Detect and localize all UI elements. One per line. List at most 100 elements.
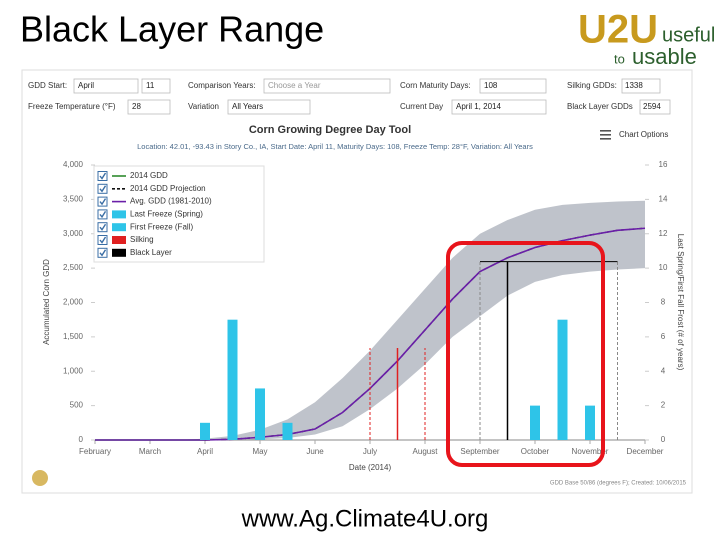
legend-checkbox[interactable]: [97, 247, 108, 258]
legend-swatch: [112, 248, 126, 257]
menu-icon: [600, 130, 611, 132]
x-axis-label: Date (2014): [349, 463, 392, 472]
input[interactable]: [621, 78, 661, 94]
y2-tick-label: 6: [661, 332, 666, 341]
credit: GDD Base 50/86 (degrees F); Created: 10/…: [550, 481, 687, 487]
legend-check: [99, 236, 107, 244]
input-value: 2594: [643, 102, 661, 111]
x-tick-label: March: [139, 447, 161, 456]
menu-icon: [600, 134, 611, 136]
y2-tick-label: 12: [659, 229, 668, 238]
bar: [200, 422, 210, 440]
y2-tick-label: 14: [659, 194, 668, 203]
input-value: 1338: [625, 81, 643, 90]
legend-label: Silking: [130, 235, 154, 244]
y2-axis-label: Last Spring/First Fall Frost (# of years…: [676, 234, 685, 371]
input[interactable]: [451, 99, 547, 115]
select-value: 108: [484, 81, 498, 90]
bar: [530, 405, 540, 440]
legend-check: [99, 172, 107, 180]
field-label: Corn Maturity Days:: [400, 81, 471, 90]
legend-checkbox[interactable]: [97, 222, 108, 233]
y-axis-label: Accumulated Corn GDD: [42, 259, 51, 345]
bar: [585, 405, 595, 440]
field-label: Freeze Temperature (°F): [28, 102, 116, 111]
y-tick-label: 0: [79, 435, 84, 444]
select-value: 11: [146, 81, 155, 90]
field-label: Current Day: [400, 102, 443, 111]
select-value: All Years: [232, 102, 263, 111]
x-tick-label: September: [460, 447, 499, 456]
logo-word: useful: [662, 24, 715, 46]
legend-check: [99, 223, 107, 231]
legend-swatch: [112, 223, 126, 232]
highlight-box: [446, 241, 605, 467]
logo-word: to: [614, 51, 625, 66]
chart-options-label: Chart Options: [619, 130, 668, 139]
legend-label: Last Freeze (Spring): [130, 210, 203, 219]
variation-band: [95, 200, 645, 440]
form: GDD Start: April 11 Comparison Years: Ch…: [28, 78, 671, 115]
bar: [255, 388, 265, 440]
y2-tick-label: 4: [661, 366, 666, 375]
legend-check: [99, 185, 107, 193]
x-tick-label: December: [627, 447, 664, 456]
chart-options[interactable]: Chart Options: [600, 130, 668, 140]
select-value: April: [78, 81, 94, 90]
y-tick-label: 1,500: [63, 332, 84, 341]
input-value: April 1, 2014: [456, 102, 501, 111]
y2-tick-label: 10: [659, 263, 668, 272]
input[interactable]: [639, 99, 671, 115]
select-value: 28: [132, 102, 141, 111]
logo-word: usable: [632, 44, 697, 69]
y-tick-label: 2,000: [63, 298, 84, 307]
x-tick-label: October: [521, 447, 550, 456]
chart-title: Corn Growing Degree Day Tool: [249, 124, 411, 136]
x-tick-label: July: [363, 447, 377, 456]
legend: 2014 GDD 2014 GDD Projection Avg. GDD (198…: [93, 165, 265, 263]
legend-checkbox[interactable]: [97, 183, 108, 194]
legend-check: [99, 249, 107, 257]
select[interactable]: [141, 78, 171, 94]
legend-label: Avg. GDD (1981-2010): [130, 197, 212, 206]
legend-checkbox[interactable]: [97, 171, 108, 181]
legend-label: First Freeze (Fall): [130, 222, 193, 231]
bar: [557, 319, 568, 440]
legend-checkbox[interactable]: [97, 209, 108, 220]
menu-icon: [600, 138, 611, 140]
y-tick-label: 500: [70, 401, 84, 410]
y-tick-label: 3,000: [63, 229, 84, 238]
field-label: Silking GDDs:: [567, 81, 617, 90]
legend-check: [99, 198, 107, 206]
field-label: Black Layer GDDs: [567, 102, 633, 111]
small-logo: [32, 470, 48, 486]
bar: [227, 319, 238, 440]
x-tick-label: November: [572, 447, 609, 456]
legend-label: 2014 GDD Projection: [130, 184, 206, 193]
screenshot: [21, 69, 693, 494]
logo-mark: U2U: [578, 8, 658, 52]
y-tick-label: 3,500: [63, 194, 84, 203]
field-label: Comparison Years:: [188, 81, 256, 90]
x-tick-label: June: [306, 447, 324, 456]
legend-checkbox[interactable]: [97, 235, 108, 245]
y2-tick-label: 16: [659, 160, 668, 169]
select[interactable]: [127, 99, 171, 115]
legend-label: Black Layer: [130, 248, 172, 257]
select[interactable]: [73, 78, 139, 94]
bar: [282, 422, 293, 440]
legend-swatch: [112, 210, 126, 219]
footer-url: www.Ag.Climate4U.org: [241, 505, 489, 532]
logo: U2U useful to usable: [578, 8, 715, 69]
x-tick-label: February: [79, 447, 111, 456]
x-tick-label: April: [197, 447, 213, 456]
field-label: Variation: [188, 102, 219, 111]
select[interactable]: [227, 99, 311, 115]
select[interactable]: [479, 78, 547, 94]
legend-checkbox[interactable]: [97, 196, 108, 207]
select[interactable]: [263, 78, 391, 94]
slide-title: Black Layer Range: [20, 9, 324, 50]
y2-tick-label: 0: [661, 435, 666, 444]
